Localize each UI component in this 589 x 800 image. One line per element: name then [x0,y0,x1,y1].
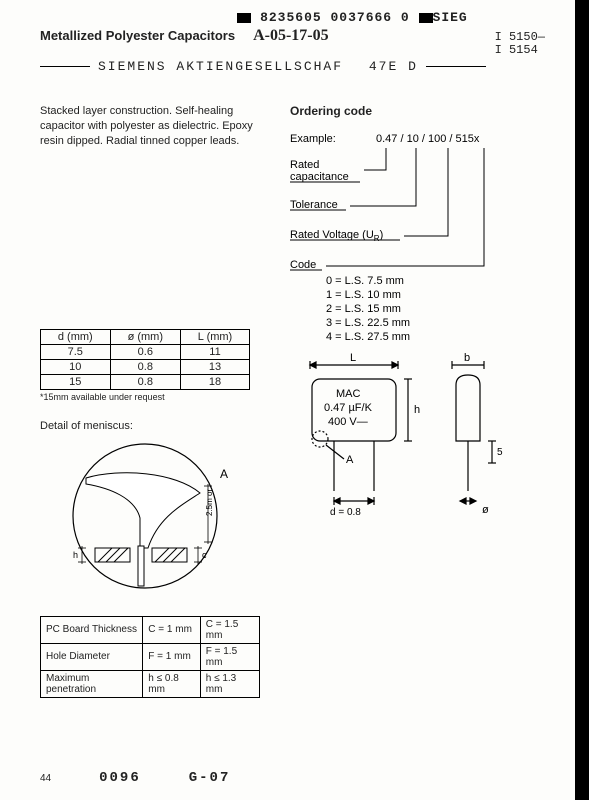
cap-line2: 0.47 µF/K [324,402,373,414]
table-row: Hole Diameter F = 1 mm F = 1.5 mm [41,643,260,670]
black-box-icon [237,13,251,23]
ord-line-4: Code [290,259,316,271]
ord-line-1b: capacitance [290,171,349,183]
meniscus-heading: Detail of meniscus: [40,420,262,432]
meniscus-diagram: h c 2.5m or A [40,438,250,598]
pcb-table: PC Board Thickness C = 1 mm C = 1.5 mm H… [40,616,260,698]
ordering-heading: Ordering code [290,104,545,118]
barcode-suffix: SIEG [433,10,468,25]
ord-line-2: Tolerance [290,199,338,211]
page-number: 44 [40,773,51,784]
dim-5: 5 [497,447,503,458]
dim-vert: 2.5m or [205,488,214,515]
ord-line-3: Rated Voltage (UR) [290,229,383,243]
table-row: PC Board Thickness C = 1 mm C = 1.5 mm [41,616,260,643]
rule-icon [40,66,90,67]
doc-title: Metallized Polyester Capacitors [40,28,235,43]
dim-h: h [73,550,78,560]
code-2: 2 = L.S. 15 mm [326,303,401,315]
dim-b: b [464,352,470,364]
description: Stacked layer construction. Self-healing… [40,104,262,149]
code-4: 4 = L.S. 27.5 mm [326,331,410,343]
title-row: Metallized Polyester Capacitors A-05-17-… [40,27,545,57]
dimensions-table: d (mm) ø (mm) L (mm) 7.5 0.6 11 10 0.8 1… [40,329,250,390]
part-bot: I 5154 [495,43,538,57]
ordering-code-diagram: Example: 0.47 / 10 / 100 / 515x Rated ca… [290,126,530,346]
label-A: A [220,467,228,481]
code-0: 0 = L.S. 7.5 mm [326,275,404,287]
col-d: d (mm) [41,329,111,344]
handwritten-code: A-05-17-05 [253,27,329,45]
black-box-icon [419,13,433,23]
dim-phi: ø [482,504,489,516]
table-row: Maximum penetration h ≤ 0.8 mm h ≤ 1.3 m… [41,670,260,697]
part-number-range: I 5150— I 5154 [495,31,545,57]
cap-line3: 400 V— [328,416,368,428]
example-value: 0.47 / 10 / 100 / 515x [376,133,480,145]
example-label: Example: [290,133,336,145]
col-phi: ø (mm) [110,329,180,344]
left-column: Stacked layer construction. Self-healing… [40,104,262,698]
table-row: 10 0.8 13 [41,359,250,374]
org-row: SIEMENS AKTIENGESELLSCHAF 47E D [40,59,545,74]
dim-c: c [202,550,207,560]
org-name: SIEMENS AKTIENGESELLSCHAF [98,59,343,74]
footer: 44 0096 G-07 [40,770,545,786]
code-1: 1 = L.S. 10 mm [326,289,401,301]
right-column: Ordering code Example: 0.47 / 10 / 100 /… [290,104,545,698]
dim-h: h [414,404,420,416]
org-code: 47E D [369,59,418,74]
rule-icon [426,66,486,67]
part-top: I 5150— [495,30,545,44]
table-row: d (mm) ø (mm) L (mm) [41,329,250,344]
page: 8235605 0037666 0 SIEG Metallized Polyes… [0,0,589,800]
barcode-text: 8235605 0037666 0 [260,10,410,25]
dim-d: d = 0.8 [330,507,361,518]
footer-code-2: G-07 [189,770,231,786]
dim-L: L [350,352,356,364]
table-row: 15 0.8 18 [41,374,250,389]
cap-A: A [346,454,354,466]
col-L: L (mm) [181,329,250,344]
footer-code-1: 0096 [99,770,141,786]
code-3: 3 = L.S. 22.5 mm [326,317,410,329]
barcode-line: 8235605 0037666 0 SIEG [160,10,545,25]
table-row: 7.5 0.6 11 [41,344,250,359]
capacitor-drawing: L h d = 0.8 MAC 0.47 µF/K 400 V— A [290,351,530,531]
table-note: *15mm available under request [40,392,262,402]
ord-line-1a: Rated [290,159,319,171]
cap-line1: MAC [336,388,361,400]
